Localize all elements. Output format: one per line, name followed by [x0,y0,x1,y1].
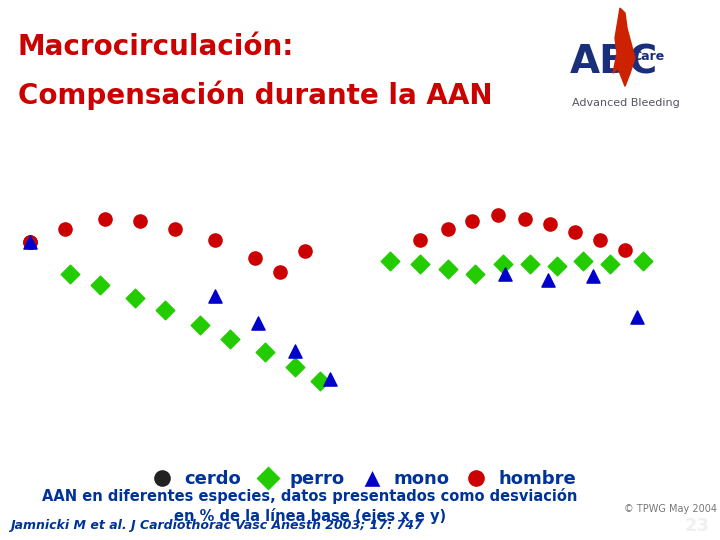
Point [442,265,454,273]
Point [384,257,396,266]
Point [210,236,221,245]
Point [570,227,581,236]
Point [604,259,616,268]
Point [631,313,643,321]
Point [519,214,531,223]
Point [542,275,554,284]
Polygon shape [613,8,635,86]
Point [274,268,286,276]
Point [169,225,181,234]
Point [588,272,599,281]
Point [249,254,261,262]
Point [300,246,311,255]
Text: Macrocirculación:: Macrocirculación: [18,33,294,61]
Point [442,225,454,234]
Point [524,259,536,268]
Point [289,347,301,356]
Point [24,238,36,247]
Point [469,270,481,279]
Text: en % de la línea base (ejes x e y): en % de la línea base (ejes x e y) [174,508,446,524]
Text: Compensación durante la AAN: Compensación durante la AAN [18,80,492,110]
Text: Care: Care [632,50,665,63]
Point [24,238,36,247]
Point [194,320,206,329]
Legend: cerdo, perro, mono, hombre: cerdo, perro, mono, hombre [137,463,583,495]
Point [59,225,71,234]
Text: 23: 23 [685,517,710,535]
Point [64,270,76,279]
Point [130,294,141,302]
Point [552,261,563,270]
Text: AAN en diferentes especies, datos presentados como desviación: AAN en diferentes especies, datos presen… [42,488,577,504]
Point [134,217,145,225]
Text: © TPWG May 2004: © TPWG May 2004 [624,504,716,514]
Point [619,245,631,254]
Point [159,305,171,314]
Point [259,348,271,357]
Point [637,257,649,266]
Point [210,292,221,300]
Point [99,214,111,223]
Text: ABC: ABC [570,43,658,81]
Point [498,259,509,268]
Point [577,257,589,266]
Text: Advanced Bleeding: Advanced Bleeding [572,98,680,109]
Point [414,236,426,245]
Text: Jamnicki M et al. J Cardiothorac Vasc Anesth 2003; 17: 747: Jamnicki M et al. J Cardiothorac Vasc An… [10,519,423,532]
Point [252,318,264,327]
Point [594,236,606,245]
Point [24,238,36,247]
Point [492,211,504,220]
Point [224,334,235,343]
Point [467,217,478,225]
Point [289,363,301,372]
Point [544,220,556,228]
Point [314,377,325,386]
Point [324,375,336,383]
Point [499,270,510,279]
Point [414,259,426,268]
Point [94,281,106,289]
